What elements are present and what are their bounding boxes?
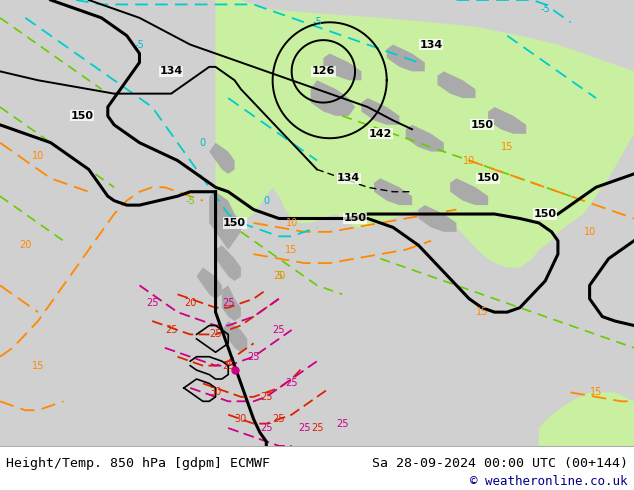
Text: 25: 25 [209, 329, 222, 340]
Text: 25: 25 [247, 352, 260, 362]
Text: 5: 5 [276, 271, 282, 281]
Text: 134: 134 [420, 40, 443, 49]
Text: -5: -5 [312, 17, 322, 27]
Text: 25: 25 [222, 361, 235, 370]
Text: 30: 30 [209, 388, 222, 397]
Text: 20: 20 [184, 298, 197, 308]
Text: 0: 0 [200, 138, 206, 147]
Text: 25: 25 [298, 423, 311, 433]
Text: 10: 10 [583, 227, 596, 237]
Text: 20: 20 [19, 240, 32, 250]
Text: 10: 10 [463, 155, 476, 166]
Text: 10: 10 [32, 151, 44, 161]
Text: 25: 25 [311, 423, 323, 433]
Text: Height/Temp. 850 hPa [gdpm] ECMWF: Height/Temp. 850 hPa [gdpm] ECMWF [6, 457, 270, 469]
Text: 15: 15 [476, 307, 488, 317]
Polygon shape [387, 45, 425, 72]
Text: 25: 25 [260, 423, 273, 433]
Polygon shape [374, 178, 412, 205]
Text: 25: 25 [336, 418, 349, 429]
Text: Sa 28-09-2024 00:00 UTC (00+144): Sa 28-09-2024 00:00 UTC (00+144) [372, 457, 628, 469]
Text: 30: 30 [235, 414, 247, 424]
Text: -5: -5 [185, 196, 195, 206]
Polygon shape [311, 80, 355, 116]
Text: 15: 15 [32, 361, 44, 370]
Polygon shape [361, 98, 399, 125]
Text: 134: 134 [160, 66, 183, 76]
Polygon shape [209, 192, 241, 250]
Text: 15: 15 [590, 388, 602, 397]
Text: -5: -5 [134, 40, 145, 49]
Text: 150: 150 [71, 111, 94, 121]
Polygon shape [197, 268, 222, 299]
Text: 25: 25 [285, 378, 298, 389]
Polygon shape [406, 125, 444, 151]
Text: 0: 0 [263, 196, 269, 206]
Polygon shape [222, 321, 247, 352]
Text: 150: 150 [534, 209, 557, 219]
Polygon shape [216, 0, 634, 268]
Text: 25: 25 [222, 298, 235, 308]
Polygon shape [488, 107, 526, 134]
Text: 15: 15 [501, 142, 514, 152]
Text: © weatheronline.co.uk: © weatheronline.co.uk [470, 475, 628, 488]
Text: 150: 150 [223, 218, 246, 228]
Text: 134: 134 [337, 173, 360, 183]
Text: 20: 20 [273, 271, 285, 281]
Text: 126: 126 [312, 66, 335, 76]
Polygon shape [558, 419, 634, 446]
Polygon shape [209, 143, 235, 174]
Polygon shape [216, 245, 241, 281]
Text: 25: 25 [273, 414, 285, 424]
Text: 25: 25 [165, 325, 178, 335]
Polygon shape [323, 53, 361, 80]
Text: 150: 150 [470, 120, 493, 130]
Polygon shape [437, 72, 476, 98]
Text: 25: 25 [146, 298, 158, 308]
Text: 25: 25 [273, 325, 285, 335]
Polygon shape [222, 285, 241, 321]
Text: 10: 10 [285, 218, 298, 228]
Text: 25: 25 [260, 392, 273, 402]
Text: -5: -5 [540, 4, 550, 14]
Text: 150: 150 [477, 173, 500, 183]
Polygon shape [539, 392, 634, 446]
Text: 15: 15 [285, 245, 298, 255]
Polygon shape [450, 178, 488, 205]
Polygon shape [418, 205, 456, 232]
Text: 150: 150 [344, 214, 366, 223]
Text: 142: 142 [369, 129, 392, 139]
